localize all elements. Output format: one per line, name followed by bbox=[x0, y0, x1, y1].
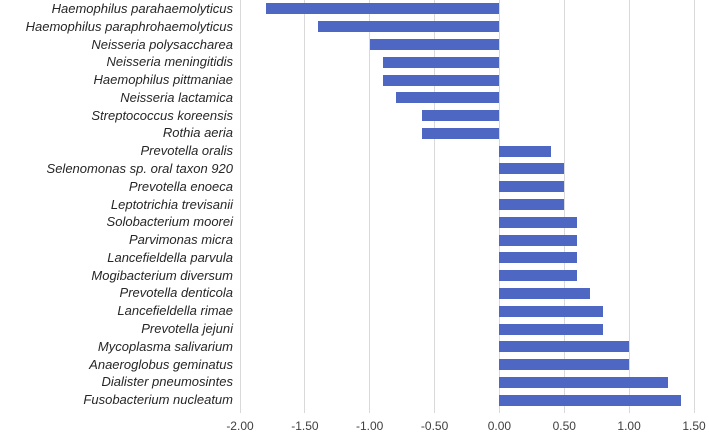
x-tick-label: 0.50 bbox=[552, 419, 576, 433]
category-label: Prevotella enoeca bbox=[128, 178, 233, 194]
gridline-x--0.50 bbox=[434, 0, 436, 413]
bar bbox=[499, 394, 681, 406]
category-label: Neisseria lactamica bbox=[120, 89, 233, 105]
category-label: Prevotella oralis bbox=[140, 143, 234, 159]
bar bbox=[382, 74, 500, 86]
bar bbox=[369, 39, 500, 50]
category-label: Anaeroglobus geminatus bbox=[89, 356, 233, 372]
bar bbox=[499, 323, 604, 335]
category-label: Neisseria meningitidis bbox=[106, 54, 233, 70]
bar bbox=[499, 341, 630, 353]
category-label: Parvimonas micra bbox=[128, 232, 233, 248]
category-label: Neisseria polysaccharea bbox=[91, 36, 233, 52]
bar bbox=[499, 199, 565, 210]
category-label: Lancefieldella rimae bbox=[117, 303, 233, 319]
category-label: Prevotella denticola bbox=[119, 285, 233, 301]
category-label: Streptococcus koreensis bbox=[91, 107, 233, 123]
bar bbox=[499, 252, 578, 264]
bar bbox=[499, 376, 668, 388]
category-label: Fusobacterium nucleatum bbox=[83, 392, 233, 408]
bar bbox=[499, 287, 591, 299]
category-label: Solobacterium moorei bbox=[106, 214, 233, 230]
category-label: Prevotella jejuni bbox=[141, 321, 233, 336]
x-tick-label: -1.00 bbox=[356, 419, 384, 433]
gridline-x-0.50 bbox=[563, 0, 565, 413]
bar bbox=[421, 127, 500, 139]
bar bbox=[395, 92, 500, 104]
bar bbox=[499, 270, 578, 282]
category-label: Mogibacterium diversum bbox=[91, 267, 233, 283]
x-tick-label: -1.50 bbox=[291, 419, 319, 433]
category-label: Mycoplasma salivarium bbox=[97, 338, 233, 354]
bar bbox=[499, 216, 578, 228]
x-tick-label: 1.00 bbox=[617, 419, 641, 433]
category-label: Selenomonas sp. oral taxon 920 bbox=[46, 160, 233, 176]
x-tick-label: -0.50 bbox=[420, 419, 449, 433]
bar bbox=[499, 234, 578, 246]
gridline-x--1.00 bbox=[369, 0, 371, 413]
category-label: Rothia aeria bbox=[162, 125, 233, 141]
gridline-x--2.00 bbox=[239, 0, 241, 413]
bar bbox=[499, 181, 565, 193]
bar bbox=[499, 305, 604, 317]
bar bbox=[499, 359, 630, 370]
x-tick-label: 0.00 bbox=[487, 419, 512, 433]
bar bbox=[382, 56, 500, 68]
bar bbox=[421, 110, 500, 122]
x-tick-label: 1.50 bbox=[682, 419, 706, 433]
gridline-x-1.00 bbox=[628, 0, 630, 413]
category-label: Dialister pneumosintes bbox=[101, 374, 233, 390]
bar bbox=[499, 163, 565, 175]
category-label: Leptotrichia trevisanii bbox=[110, 196, 233, 212]
bar bbox=[317, 21, 500, 33]
x-tick-label: -2.00 bbox=[226, 419, 254, 433]
gridline-x--1.50 bbox=[304, 0, 306, 413]
bar bbox=[265, 3, 500, 15]
gridline-x-1.50 bbox=[693, 0, 695, 413]
category-label: Haemophilus parahaemolyticus bbox=[51, 0, 233, 16]
category-label: Haemophilus pittmaniae bbox=[93, 72, 233, 87]
bar bbox=[499, 145, 552, 157]
category-label: Haemophilus paraphrohaemolyticus bbox=[25, 18, 233, 34]
category-label: Lancefieldella parvula bbox=[107, 249, 233, 265]
